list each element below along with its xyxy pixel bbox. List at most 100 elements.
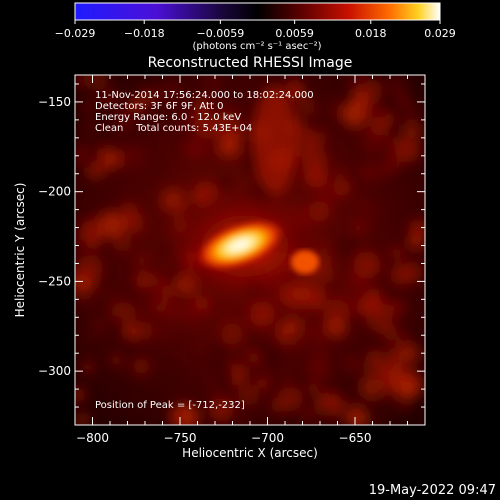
- speckle-blob: [327, 318, 347, 338]
- speckle-blob: [379, 324, 389, 335]
- speckle-blob: [316, 344, 327, 356]
- speckle-blob: [335, 234, 361, 261]
- speckle-blob: [402, 121, 422, 141]
- speckle-blob: [328, 100, 344, 116]
- speckle-blob: [398, 400, 410, 412]
- x-tick-label: −750: [164, 431, 197, 445]
- speckle-blob: [277, 386, 303, 412]
- speckle-blob: [76, 254, 103, 281]
- y-tick-label: −250: [38, 274, 71, 288]
- speckle-blob: [359, 164, 375, 180]
- speckle-blob: [315, 182, 341, 208]
- speckle-blob: [287, 332, 298, 344]
- colorbar-tick-label: 0.018: [355, 27, 387, 40]
- speckle-blob: [212, 363, 237, 389]
- speckle-blob: [383, 75, 409, 100]
- speckle-blob: [287, 298, 298, 309]
- speckle-blob: [195, 295, 210, 311]
- speckle-blob: [150, 315, 177, 342]
- speckle-blob: [397, 100, 422, 125]
- colorbar-ticks: [74, 20, 441, 24]
- colorbar-units-label: (photons cm⁻² s⁻¹ asec⁻²): [192, 41, 321, 52]
- speckle-blob: [305, 142, 316, 153]
- speckle-blob: [75, 412, 89, 425]
- speckle-blob: [257, 377, 270, 390]
- speckle-blob: [97, 211, 125, 238]
- speckle-blob: [82, 100, 95, 113]
- speckle-blob: [184, 138, 206, 160]
- speckle-blob: [249, 301, 275, 327]
- x-axis-label: Heliocentric X (arcsec): [182, 446, 318, 460]
- speckle-blob: [83, 131, 104, 152]
- speckle-blob: [187, 308, 206, 327]
- speckle-blob: [88, 329, 106, 346]
- speckle-blob: [346, 357, 358, 369]
- speckle-blob: [395, 137, 421, 163]
- speckle-blob: [99, 88, 119, 108]
- speckle-blob: [81, 148, 101, 168]
- colorbar: −0.029 −0.018 −0.0059 0.0059 0.018 0.029 (pho…: [55, 2, 456, 52]
- x-tick-label: −650: [339, 431, 372, 445]
- speckle-blob: [152, 368, 178, 395]
- speckle-blob: [135, 254, 148, 267]
- speckle-blob: [390, 246, 403, 260]
- colorbar-tick-label: −0.018: [124, 27, 165, 40]
- source-core: [194, 218, 286, 272]
- colorbar-tick-label: 0.0059: [275, 27, 314, 40]
- source-secondary: [291, 250, 319, 274]
- speckle-blob: [112, 233, 132, 253]
- speckle-blob: [408, 234, 424, 250]
- speckle-blob: [396, 376, 421, 401]
- speckle-blob: [330, 292, 358, 320]
- speckle-blob: [284, 319, 298, 333]
- speckle-blob: [169, 409, 183, 423]
- detectors-text: Detectors: 3F 6F 9F, Att 0: [95, 101, 223, 112]
- speckle-blob: [370, 117, 390, 136]
- speckle-blob: [361, 375, 384, 399]
- speckle-blob: [147, 165, 161, 178]
- speckle-blob: [101, 148, 123, 170]
- speckle-blob: [104, 316, 127, 339]
- speckle-blob: [390, 263, 412, 285]
- speckle-blob: [140, 88, 158, 106]
- chart-title: Reconstructed RHESSI Image: [148, 55, 353, 71]
- speckle-blob: [281, 372, 295, 385]
- speckle-blob: [133, 147, 146, 160]
- speckle-blob: [237, 414, 249, 425]
- x-tick-label: −800: [76, 431, 109, 445]
- speckle-blob: [215, 173, 234, 192]
- speckle-blob: [163, 301, 182, 320]
- speckle-blob: [308, 402, 334, 425]
- speckle-blob: [285, 81, 304, 99]
- speckle-blob: [398, 342, 421, 365]
- y-tick-label: −300: [38, 364, 71, 378]
- colorbar-gradient: [74, 2, 441, 21]
- speckle-blob: [212, 97, 228, 114]
- speckle-blob: [374, 142, 398, 167]
- speckle-blob: [83, 75, 109, 91]
- speckle-blob: [377, 394, 397, 413]
- source-emission: [160, 85, 330, 306]
- speckle-blob: [81, 361, 94, 374]
- speckle-blob: [220, 323, 243, 345]
- speckle-blob: [200, 339, 225, 364]
- speckle-blob: [161, 188, 186, 213]
- speckle-blob: [193, 113, 220, 140]
- speckle-blob: [378, 283, 402, 307]
- colorbar-tick-labels: −0.029 −0.018 −0.0059 0.0059 0.018 0.029: [55, 27, 456, 40]
- footer-timestamp: 19-May-2022 09:47: [369, 483, 496, 498]
- speckle-blob: [365, 102, 386, 122]
- x-tick-label: −700: [251, 431, 284, 445]
- speckle-blob: [136, 271, 154, 289]
- image-speckle: [75, 75, 425, 425]
- speckle-blob: [258, 343, 285, 369]
- speckle-blob: [133, 321, 153, 341]
- speckle-blob: [193, 97, 210, 114]
- speckle-blob: [100, 287, 119, 305]
- clean-counts-text: Clean Total counts: 5.43E+04: [95, 123, 252, 134]
- speckle-blob: [325, 393, 340, 408]
- x-axis: −800 −750 −700 −650: [74, 75, 426, 445]
- speckle-blob: [75, 387, 86, 403]
- colorbar-tick-label: −0.029: [55, 27, 96, 40]
- speckle-blob: [158, 79, 184, 105]
